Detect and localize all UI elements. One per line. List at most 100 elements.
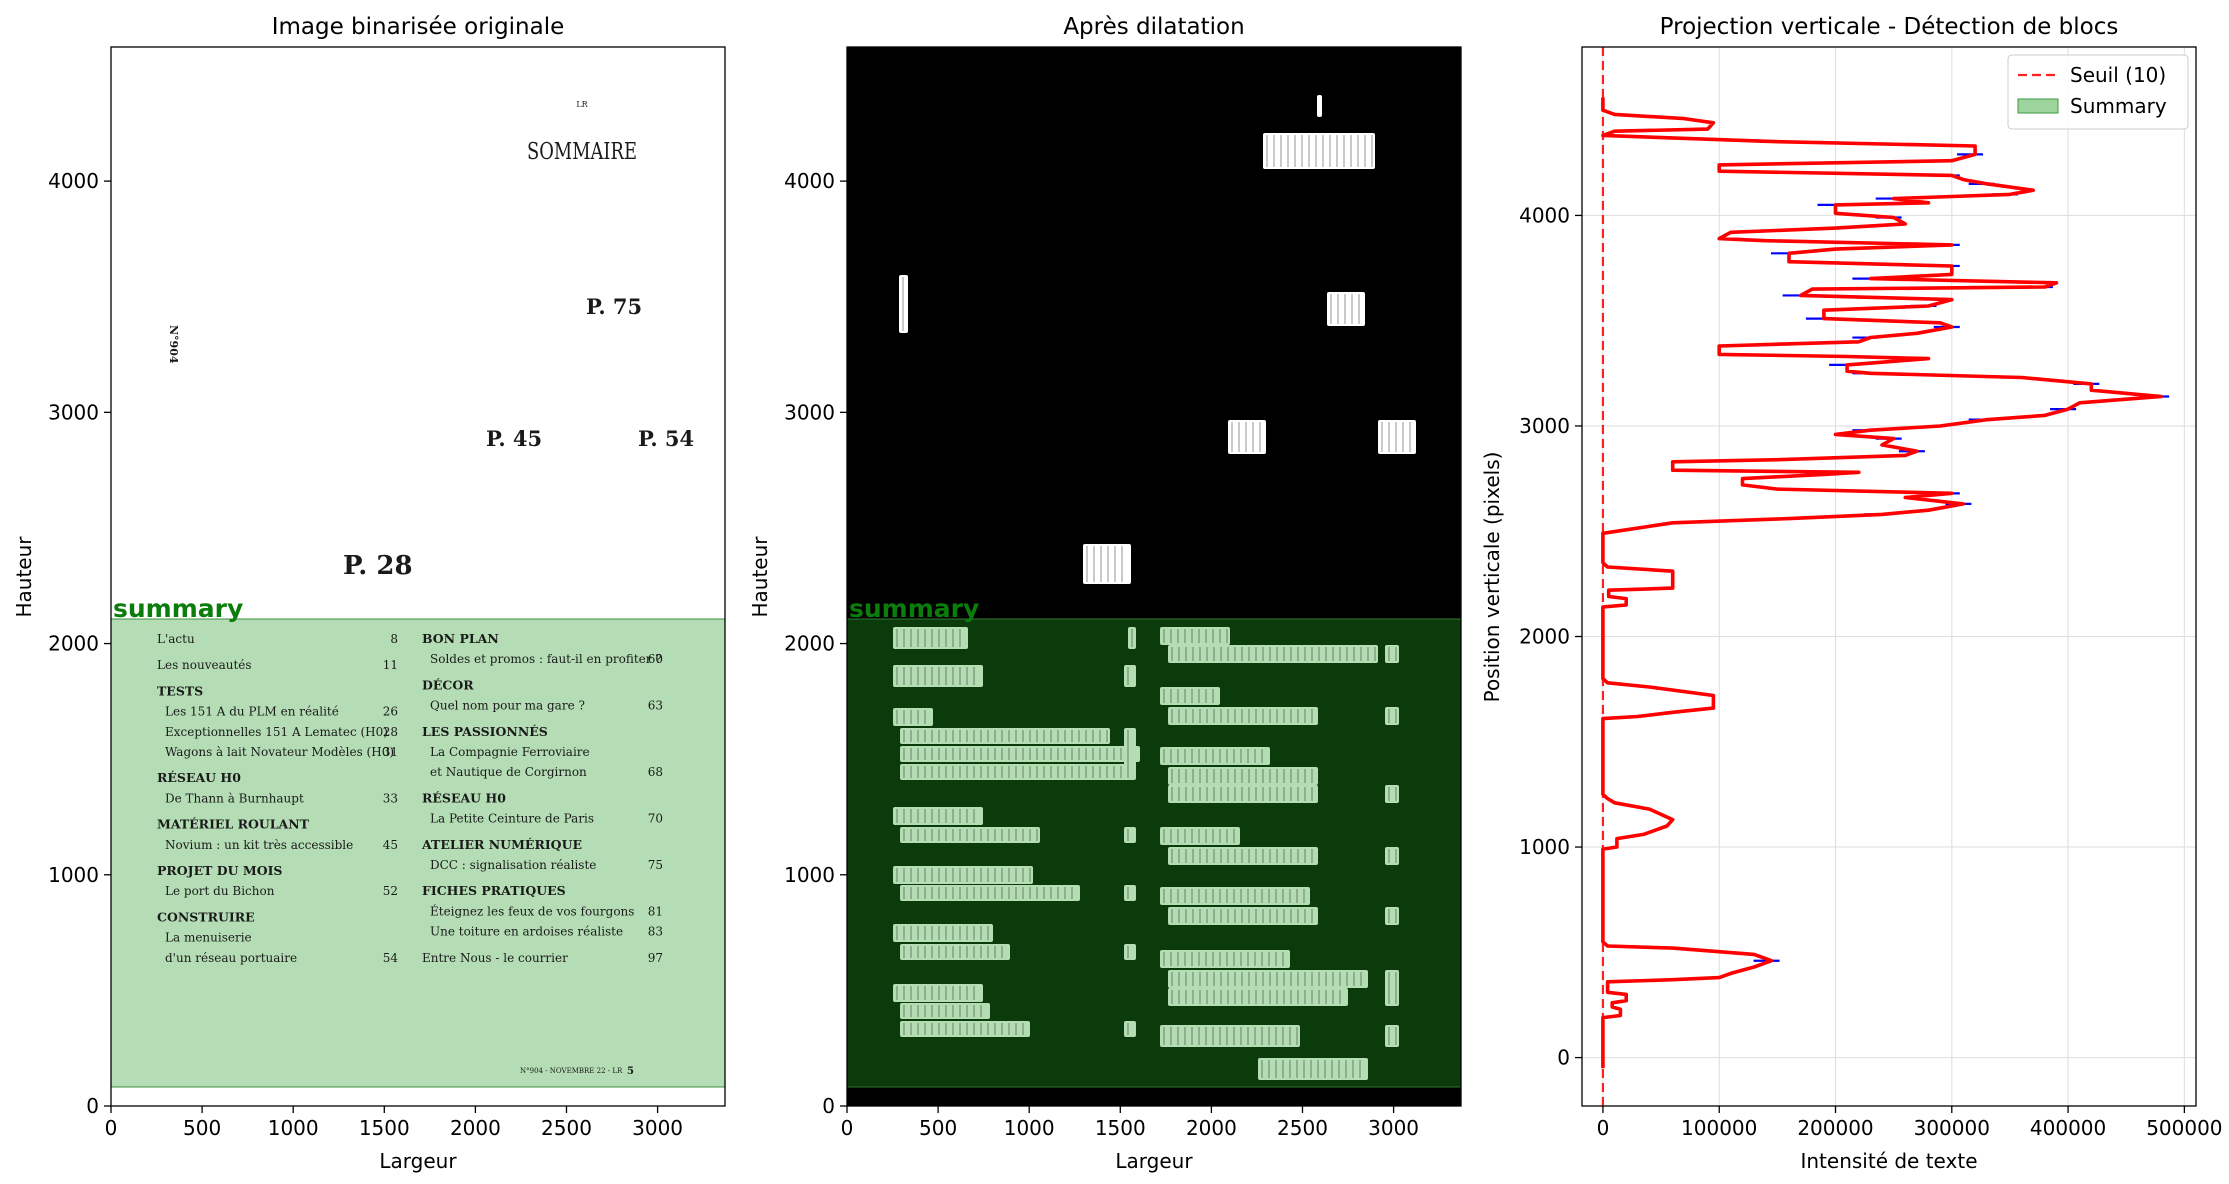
toc-entry-label: CONSTRUIRE: [157, 909, 255, 924]
dilated-blob: [900, 1003, 990, 1019]
left-ylabel: Hauteur: [12, 536, 36, 618]
toc-entry-page: 33: [383, 791, 398, 805]
middle-ytick-label: 0: [822, 1094, 835, 1118]
dilated-blob: [900, 827, 1040, 843]
toc-entry-label: Exceptionnelles 151 A Lematec (H0): [165, 725, 388, 739]
toc-entry-page: 45: [383, 838, 398, 852]
legend-threshold-label: Seuil (10): [2070, 63, 2166, 87]
dilated-blob: [1168, 907, 1318, 925]
left-xtick-label: 1500: [359, 1116, 410, 1140]
toc-entry-label: L'actu: [157, 632, 195, 646]
toc-entry-label: Quel nom pour ma gare ?: [430, 699, 585, 713]
dilated-blob-heading: [1263, 133, 1375, 169]
right-axes-ticks: 0 100000 200000 300000 400000 500000 0 1000 2000…: [1519, 203, 2222, 1140]
summary-label: summary: [113, 594, 243, 623]
toc-entry-page: 28: [383, 725, 398, 739]
right-panel-title: Projection verticale - Détection de bloc…: [1660, 14, 2119, 40]
dilated-blob: [1168, 847, 1318, 865]
dilated-blob-p28: [1083, 544, 1131, 584]
issue-number: N°904: [167, 325, 180, 364]
left-axes-ticks: 0 500 1000 1500 2000 2500 3000 0 1000 2000 3000 400…: [48, 169, 683, 1140]
middle-xtick-label: 0: [841, 1116, 854, 1140]
dilated-blob: [893, 984, 983, 1002]
left-ytick-label: 3000: [48, 400, 99, 424]
toc-entry-label: MATÉRIEL ROULANT: [157, 817, 310, 832]
toc-entry-label: Soldes et promos : faut-il en profiter ?: [430, 652, 662, 666]
toc-entry-label: Novium : un kit très accessible: [165, 838, 353, 852]
toc-entry-label: La menuiserie: [165, 931, 252, 945]
toc-entry-page: 52: [383, 884, 398, 898]
toc-entry-page: 70: [648, 812, 663, 826]
page-ref-28: P. 28: [343, 551, 413, 581]
dilated-blob: [1258, 1058, 1368, 1080]
middle-ytick-label: 4000: [784, 169, 835, 193]
dilated-blob: [1168, 970, 1368, 988]
dilated-blob: [893, 665, 983, 687]
dilated-blob: [1168, 767, 1318, 785]
legend: Seuil (10) Summary: [2007, 54, 2189, 130]
left-image-background: [111, 47, 725, 1106]
dilated-blob: [893, 708, 933, 726]
toc-entry-page: 54: [383, 951, 399, 965]
toc-entry-label: Wagons à lait Novateur Modèles (H0): [165, 745, 394, 759]
dilated-blob-code: [1317, 95, 1322, 117]
middle-axes-ticks: 0 500 1000 1500 2000 2500 3000 0 1000 2000 3000 400…: [784, 169, 1419, 1140]
dilated-blob: [1385, 907, 1399, 925]
dilated-blob: [1160, 747, 1270, 765]
dilated-blob: [1124, 665, 1136, 687]
document-image: LR SOMMAIRE N°904 P. 75 P. 45 P. 54 P. 2…: [111, 100, 725, 1088]
toc-entry-label: PROJET DU MOIS: [157, 863, 282, 878]
page-ref-45: P. 45: [486, 426, 542, 451]
right-ylabel: Position verticale (pixels): [1480, 452, 1504, 703]
dilated-blob-p45: [1228, 420, 1266, 454]
middle-ylabel: Hauteur: [748, 536, 772, 618]
right-xtick-label: 500000: [2146, 1116, 2222, 1140]
left-xtick-label: 2000: [450, 1116, 501, 1140]
dilated-blob: [1160, 1025, 1300, 1047]
dilated-blob: [1160, 627, 1230, 645]
toc-entry-label: La Compagnie Ferroviaire: [430, 745, 590, 759]
toc-entry-label: et Nautique de Corgirnon: [430, 765, 587, 779]
middle-ytick-label: 3000: [784, 400, 835, 424]
toc-entry-label: Entre Nous - le courrier: [422, 951, 568, 965]
middle-xtick-label: 2500: [1277, 1116, 1328, 1140]
dilated-blob-issue: [899, 275, 908, 333]
dilated-blob: [1385, 785, 1399, 803]
toc-entry-page: 60: [648, 652, 663, 666]
dilated-blob: [900, 728, 1110, 744]
middle-xtick-label: 500: [919, 1116, 957, 1140]
right-xtick-label: 0: [1597, 1116, 1610, 1140]
toc-entry-label: LES PASSIONNÉS: [422, 724, 548, 739]
toc-entry-page: 81: [648, 904, 663, 918]
toc-entry-label: Les nouveautés: [157, 658, 252, 672]
footer-text: N°904 - NOVEMBRE 22 - LR: [520, 1067, 623, 1075]
summary-highlight: [111, 618, 725, 1088]
middle-ytick-label: 2000: [784, 632, 835, 656]
middle-xtick-label: 1500: [1095, 1116, 1146, 1140]
right-panel: Projection verticale - Détection de bloc…: [1480, 14, 2223, 1173]
dilated-blob: [893, 866, 1033, 884]
right-axes-frame: [1581, 46, 2197, 1107]
left-xtick-label: 1000: [268, 1116, 319, 1140]
footer-page: 5: [627, 1066, 634, 1077]
middle-axes-frame: [846, 46, 1462, 1107]
toc-entry-label: La Petite Ceinture de Paris: [430, 812, 594, 826]
toc-entry-label: ATELIER NUMÉRIQUE: [421, 837, 582, 852]
toc-entry-page: 26: [383, 705, 398, 719]
right-ytick-label: 1000: [1519, 835, 1570, 859]
toc-entry-page: 8: [390, 632, 398, 646]
dilated-blobs: [893, 95, 1416, 1080]
toc-left-column: L'actu 8 Les nouveautés 11 TESTS Les 151 A du…: [157, 632, 398, 965]
dilated-blob: [900, 885, 1080, 901]
toc-entry-label: RÉSEAU H0: [422, 790, 506, 805]
toc-entry-label: d'un réseau portuaire: [165, 951, 297, 965]
dilated-blob: [1160, 827, 1240, 845]
toc-entry-page: 75: [648, 858, 663, 872]
left-ytick-label: 1000: [48, 863, 99, 887]
left-xtick-label: 2500: [541, 1116, 592, 1140]
dilated-blob: [1168, 645, 1378, 663]
toc-entry-label: De Thann à Burnhaupt: [165, 791, 304, 805]
dilated-blob: [1168, 988, 1348, 1006]
right-xlabel: Intensité de texte: [1800, 1149, 1977, 1173]
dilated-blob: [1160, 950, 1290, 968]
